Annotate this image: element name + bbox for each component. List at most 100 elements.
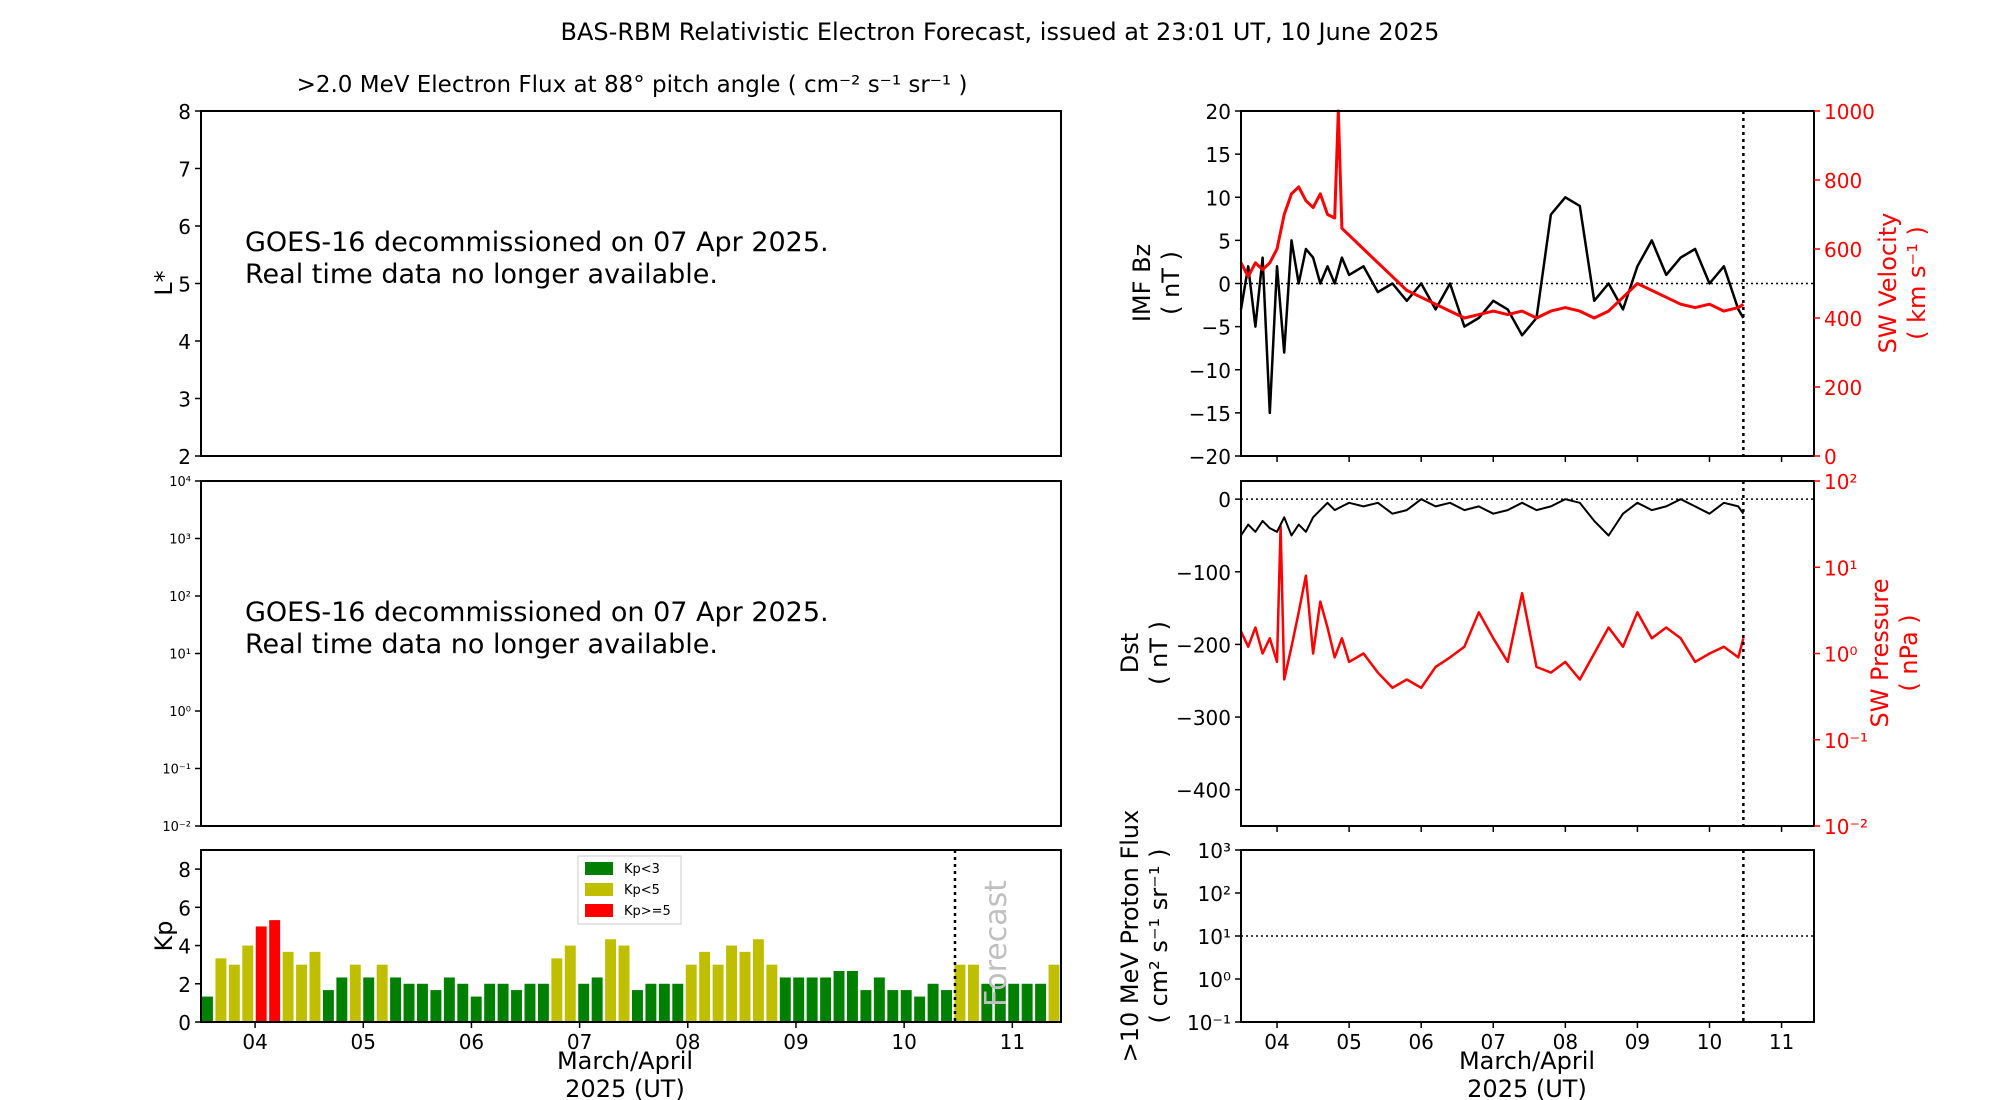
kp-bar xyxy=(900,990,912,1022)
y-tick-label: 10² xyxy=(1198,882,1231,906)
dst-panel: −400 −300 −200 −100 0 10⁻² 10⁻¹ 10⁰ 10¹ 10² Dst (… xyxy=(1116,470,1923,839)
flux-log-message-line-2: Real time data no longer available. xyxy=(245,629,718,660)
y-tick-label: −15 xyxy=(1189,402,1231,426)
x-tick-label: 09 xyxy=(783,1030,808,1054)
y2-tick-label: 10⁻¹ xyxy=(1824,729,1868,753)
flux-map-panel: >2.0 MeV Electron Flux at 88° pitch angl… xyxy=(150,72,1062,469)
y-tick-label: 10⁻¹ xyxy=(162,763,191,778)
y-tick-label: 10³ xyxy=(1198,839,1231,863)
x-tick-label: 04 xyxy=(1264,1030,1289,1054)
kp-bar xyxy=(228,964,240,1022)
y-tick-label: −100 xyxy=(1176,561,1231,585)
y2-tick-label: 800 xyxy=(1824,169,1862,193)
y-tick-label: 7 xyxy=(178,158,191,182)
flux-log-y-axis: 10⁻² 10⁻¹ 10⁰ 10¹ 10² 10³ 10⁴ xyxy=(162,475,201,835)
dst-axes: −400 −300 −200 −100 0 10⁻² 10⁻¹ 10⁰ 10¹ 10² xyxy=(1176,470,1868,839)
y-tick-label: 10¹ xyxy=(169,648,191,663)
kp-bar xyxy=(578,983,590,1022)
kp-bar xyxy=(322,990,334,1022)
kp-legend-entry-mid: Kp<5 xyxy=(624,883,660,898)
kp-bar xyxy=(941,990,952,1022)
kp-bar xyxy=(712,964,724,1022)
sw-pressure-line xyxy=(1239,524,1745,690)
x-tick-label: 08 xyxy=(1553,1030,1578,1054)
y-tick-label: 10⁴ xyxy=(169,475,191,490)
kp-bar xyxy=(1035,983,1047,1022)
y-tick-label: 10¹ xyxy=(1198,925,1231,949)
kp-bar xyxy=(994,983,1006,1022)
imf-lines xyxy=(1239,109,1814,415)
kp-bar xyxy=(282,951,294,1022)
flux-map-y-axis: 2 3 4 5 6 7 8 xyxy=(178,100,201,469)
kp-legend-entry-low: Kp<3 xyxy=(624,862,660,877)
sw-velocity-label-line-2: ( km s⁻¹ ) xyxy=(1903,226,1931,340)
kp-x-label-line-1: March/April xyxy=(557,1047,693,1075)
kp-bar xyxy=(860,990,872,1022)
kp-bar xyxy=(524,983,536,1022)
y-tick-label: 8 xyxy=(178,858,191,882)
y-tick-label: 6 xyxy=(178,896,191,920)
y2-tick-label: 10¹ xyxy=(1824,556,1857,580)
y2-tick-label: 600 xyxy=(1824,238,1862,262)
y2-tick-label: 10⁻² xyxy=(1824,815,1868,839)
y-tick-label: 6 xyxy=(178,215,191,239)
sw-pressure-label-line-2: ( nPa ) xyxy=(1895,614,1923,691)
kp-bar xyxy=(296,964,307,1022)
kp-frame xyxy=(200,849,1062,1023)
y-tick-label: 2 xyxy=(178,445,191,469)
kp-bar xyxy=(618,945,630,1022)
y-tick-label: −200 xyxy=(1176,633,1231,657)
kp-bar xyxy=(699,951,711,1022)
kp-bar xyxy=(954,964,966,1022)
kp-bar xyxy=(752,939,764,1022)
flux-map-title: >2.0 MeV Electron Flux at 88° pitch angl… xyxy=(297,72,968,98)
kp-bar xyxy=(470,996,482,1022)
kp-x-label-line-2: 2025 (UT) xyxy=(565,1075,685,1100)
kp-bar xyxy=(766,964,778,1022)
kp-bar xyxy=(685,964,697,1022)
imf-y-label-line-1: IMF Bz xyxy=(1128,244,1156,322)
x-tick-label: 06 xyxy=(459,1030,484,1054)
x-tick-label: 06 xyxy=(1408,1030,1433,1054)
y-tick-label: −10 xyxy=(1189,359,1231,383)
y2-tick-label: 10⁰ xyxy=(1824,643,1857,667)
x-tick-label: 10 xyxy=(1697,1030,1722,1054)
y2-tick-label: 400 xyxy=(1824,307,1862,331)
kp-axes: 0 2 4 6 8 04 05 06 07 08 09 10 11 xyxy=(178,850,1025,1054)
y-tick-label: 10² xyxy=(169,590,191,605)
dst-line xyxy=(1240,498,1745,537)
y-tick-label: −400 xyxy=(1176,779,1231,803)
kp-bar xyxy=(1008,983,1020,1022)
kp-legend-swatch-red xyxy=(585,904,613,917)
kp-bar xyxy=(779,977,791,1022)
kp-bar xyxy=(1021,983,1033,1022)
kp-bar xyxy=(873,977,885,1022)
kp-bar xyxy=(739,951,751,1022)
flux-log-message-line-1: GOES-16 decommissioned on 07 Apr 2025. xyxy=(245,597,829,628)
flux-map-message-line-1: GOES-16 decommissioned on 07 Apr 2025. xyxy=(245,227,829,258)
y-tick-label: 0 xyxy=(178,1011,191,1035)
kp-bar xyxy=(967,964,979,1022)
flux-map-message-line-2: Real time data no longer available. xyxy=(245,259,718,290)
kp-bar xyxy=(847,970,858,1022)
proton-axes: 10⁻¹ 10⁰ 10¹ 10² 10³ 04 05 06 07 08 09 10 11 xyxy=(1187,839,1794,1054)
proton-y-label-line-1: >10 MeV Proton Flux xyxy=(1116,810,1144,1063)
kp-bar xyxy=(914,996,926,1022)
x-tick-label: 07 xyxy=(567,1030,592,1054)
y-tick-label: 10³ xyxy=(169,533,191,548)
sw-velocity-label-line-1: SW Velocity xyxy=(1874,213,1902,354)
kp-bar xyxy=(511,990,522,1022)
y-tick-label: 10⁰ xyxy=(1198,968,1231,992)
kp-bar xyxy=(242,945,254,1022)
y-tick-label: 0 xyxy=(1218,488,1231,512)
kp-bar xyxy=(793,977,805,1022)
kp-bar xyxy=(564,945,576,1022)
kp-bar xyxy=(1048,964,1060,1022)
kp-bar xyxy=(202,996,213,1022)
kp-bar xyxy=(497,983,509,1022)
kp-bar xyxy=(376,964,388,1022)
y-tick-label: 5 xyxy=(178,273,191,297)
y-tick-label: 10⁻² xyxy=(162,820,191,835)
